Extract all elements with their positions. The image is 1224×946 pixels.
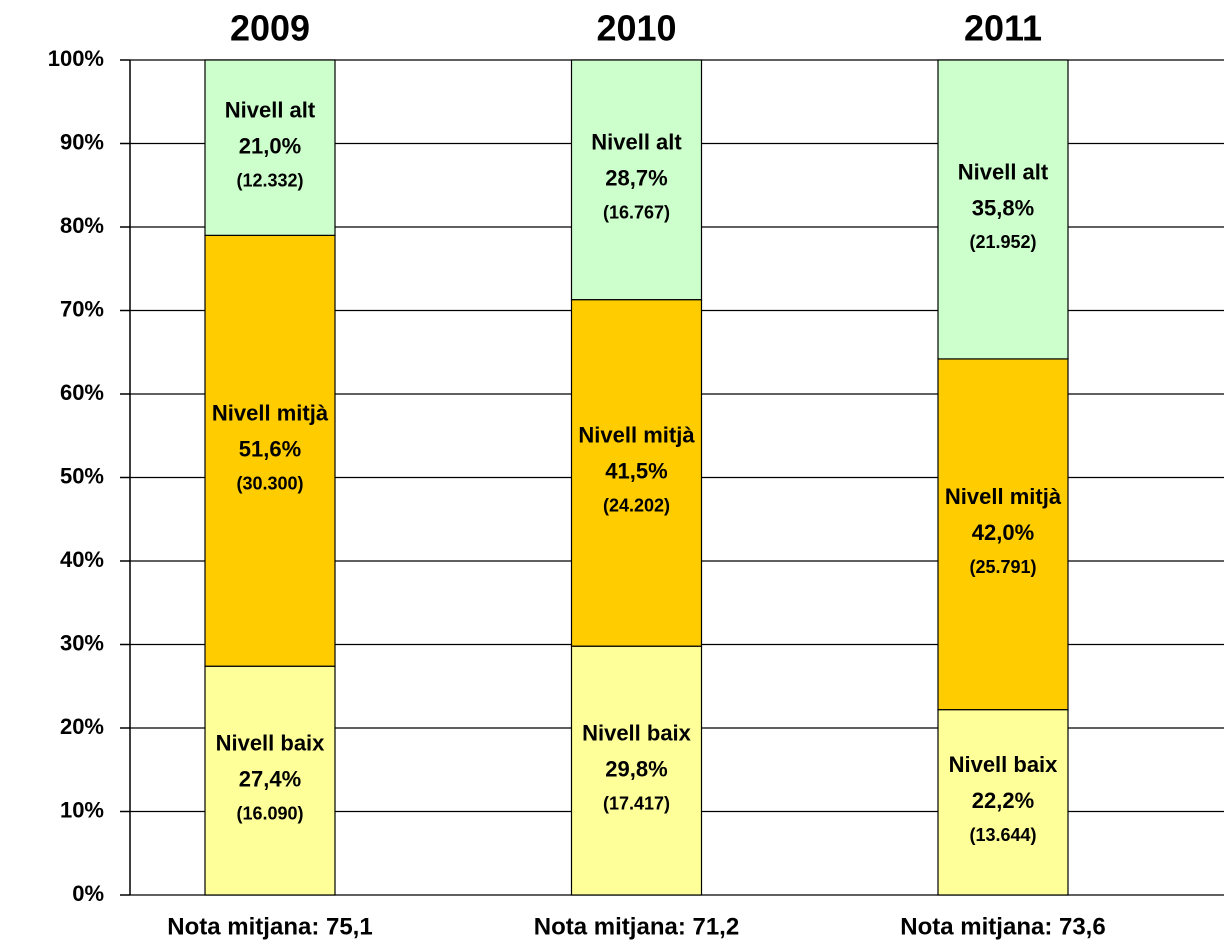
category-label: 2010	[596, 8, 676, 49]
count-label: (30.300)	[236, 474, 303, 494]
category-note: Nota mitjana: 73,6	[900, 913, 1105, 940]
segment-name: Nivell mitjà	[945, 484, 1062, 509]
y-tick-label: 80%	[60, 213, 104, 238]
y-tick-label: 90%	[60, 129, 104, 154]
bar-segment	[570, 59, 703, 301]
segment-name: Nivell mitjà	[212, 401, 329, 426]
value-label: 42,0%	[972, 520, 1034, 545]
count-label: (16.090)	[236, 803, 303, 823]
value-label: 29,8%	[605, 756, 667, 781]
bar-segment	[204, 234, 336, 667]
value-label: 41,5%	[605, 459, 667, 484]
y-tick-label: 30%	[60, 630, 104, 655]
category-label: 2011	[964, 8, 1042, 49]
category-note: Nota mitjana: 71,2	[534, 913, 739, 940]
count-label: (13.644)	[969, 825, 1036, 845]
count-label: (25.791)	[969, 557, 1036, 577]
category-label: 2009	[230, 8, 310, 49]
count-label: (21.952)	[969, 232, 1036, 252]
segment-name: Nivell alt	[591, 130, 682, 155]
bar-segment	[570, 299, 703, 647]
value-label: 22,2%	[972, 788, 1034, 813]
segment-name: Nivell alt	[958, 159, 1049, 184]
segment-name: Nivell baix	[949, 752, 1059, 777]
count-label: (12.332)	[236, 170, 303, 190]
value-label: 27,4%	[239, 766, 301, 791]
y-tick-label: 20%	[60, 714, 104, 739]
value-label: 21,0%	[239, 133, 301, 158]
count-label: (16.767)	[603, 203, 670, 223]
y-tick-label: 0%	[72, 881, 104, 906]
count-label: (17.417)	[603, 793, 670, 813]
bar-segment	[937, 358, 1069, 711]
y-tick-label: 10%	[60, 797, 104, 822]
segment-name: Nivell baix	[582, 720, 692, 745]
value-label: 35,8%	[972, 195, 1034, 220]
segment-name: Nivell mitjà	[578, 423, 695, 448]
category-note: Nota mitjana: 75,1	[167, 913, 372, 940]
bar-segment	[204, 665, 336, 896]
y-tick-label: 50%	[60, 463, 104, 488]
segment-name: Nivell baix	[216, 730, 326, 755]
value-label: 28,7%	[605, 166, 667, 191]
bar-segment	[570, 645, 703, 896]
value-label: 51,6%	[239, 437, 301, 462]
y-tick-label: 60%	[60, 380, 104, 405]
y-tick-label: 40%	[60, 547, 104, 572]
bar-segment	[937, 709, 1069, 896]
bar-segment	[937, 59, 1069, 360]
segment-name: Nivell alt	[225, 97, 316, 122]
y-tick-label: 100%	[48, 46, 104, 71]
count-label: (24.202)	[603, 496, 670, 516]
bar-segment	[204, 59, 336, 236]
y-tick-label: 70%	[60, 296, 104, 321]
